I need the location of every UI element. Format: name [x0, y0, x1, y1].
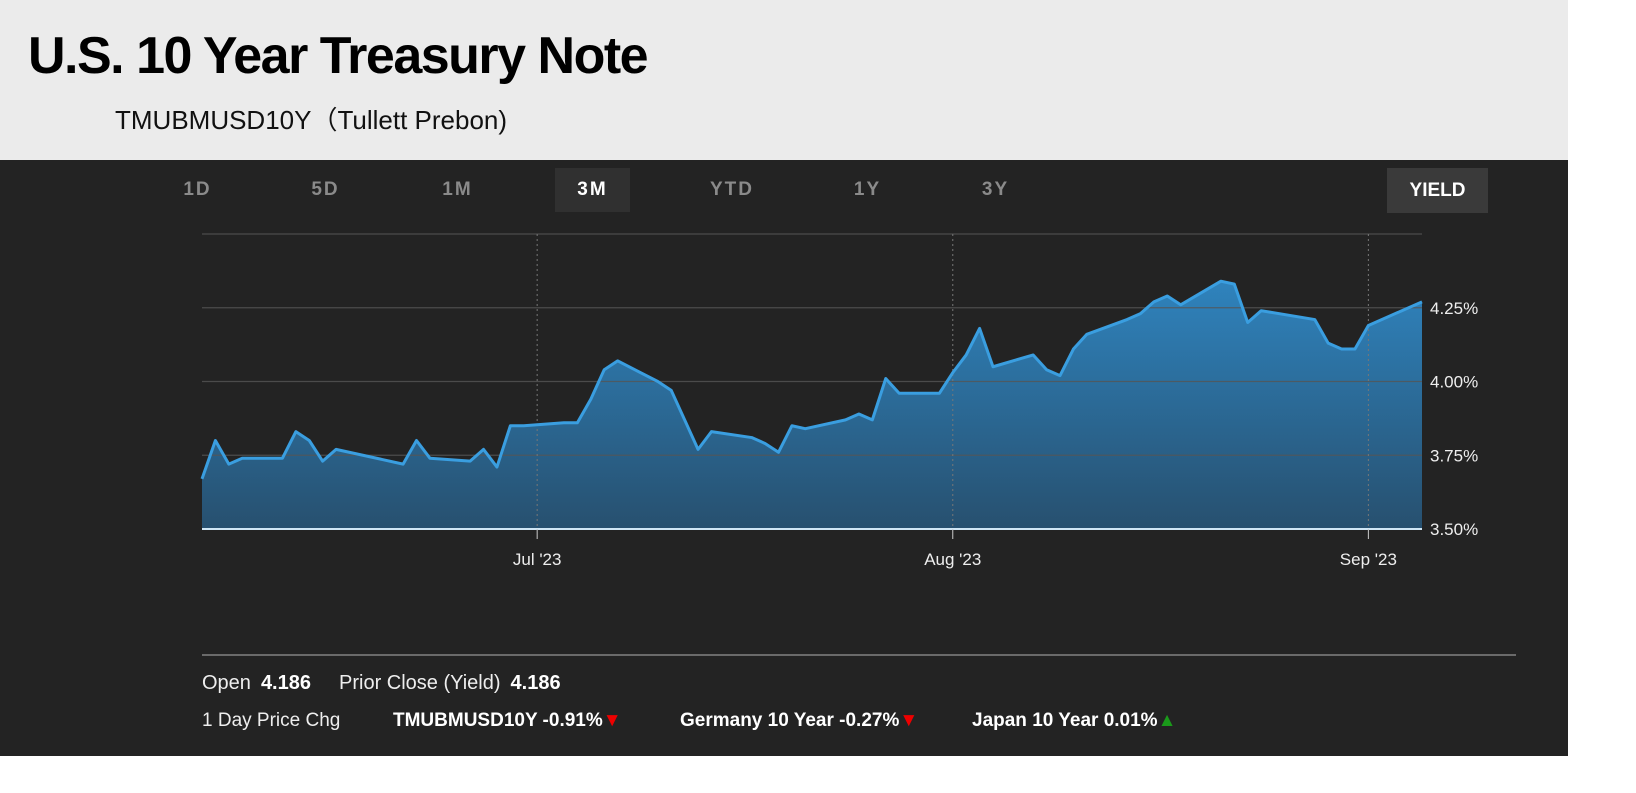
x-tick-label: Jul '23	[513, 550, 562, 569]
header: U.S. 10 Year Treasury Note TMUBMUSD10Y（T…	[0, 0, 1568, 160]
tab-1m[interactable]: 1M	[442, 179, 473, 200]
tab-3m[interactable]: 3M	[555, 168, 630, 212]
change-text: Germany 10 Year -0.27%	[680, 710, 900, 731]
stats-row: Open 4.186 Prior Close (Yield) 4.186	[202, 672, 589, 695]
change-text: Japan 10 Year 0.01%	[972, 710, 1158, 731]
price-change-label: 1 Day Price Chg	[202, 710, 341, 731]
change-tmubmusd10y[interactable]: TMUBMUSD10Y -0.91%▼	[393, 710, 622, 732]
down-arrow-icon: ▼	[899, 710, 919, 731]
page-title: U.S. 10 Year Treasury Note	[28, 27, 649, 85]
tab-5d[interactable]: 5D	[311, 179, 340, 200]
prior-close-value: 4.186	[510, 672, 561, 694]
open-value: 4.186	[260, 672, 311, 694]
change-germany-10y[interactable]: Germany 10 Year -0.27%▼	[680, 710, 918, 732]
open-label: Open	[202, 672, 251, 694]
x-tick-label: Sep '23	[1340, 550, 1397, 569]
tab-1y[interactable]: 1Y	[853, 179, 882, 200]
chart-panel: 1D 5D 1M 3M YTD 1Y 3Y YIELD 3.50% 3.75% 4.…	[0, 160, 1568, 756]
yield-button[interactable]: YIELD	[1387, 168, 1488, 213]
change-text: TMUBMUSD10Y -0.91%	[393, 710, 603, 731]
area-fill	[202, 281, 1422, 529]
tab-1d[interactable]: 1D	[183, 179, 212, 200]
yield-chart: 3.50% 3.75% 4.00% 4.25% Jul '23 Aug '23 Sep '2…	[200, 233, 1478, 569]
yield-line	[200, 279, 1423, 480]
y-tick-label: 4.00%	[1430, 373, 1478, 392]
y-tick-label: 3.50%	[1430, 520, 1478, 539]
change-japan-10y[interactable]: Japan 10 Year 0.01%▲	[972, 710, 1176, 732]
divider	[202, 654, 1516, 656]
prior-close-label: Prior Close (Yield)	[339, 672, 501, 694]
y-tick-label: 4.25%	[1430, 299, 1478, 318]
tab-ytd[interactable]: YTD	[710, 179, 754, 200]
x-tick-label: Aug '23	[924, 550, 981, 569]
down-arrow-icon: ▼	[602, 710, 622, 731]
page-subtitle: TMUBMUSD10Y（Tullett Prebon)	[115, 105, 508, 135]
tab-3y[interactable]: 3Y	[981, 179, 1010, 200]
up-arrow-icon: ▲	[1157, 710, 1177, 731]
y-tick-label: 3.75%	[1430, 446, 1478, 465]
